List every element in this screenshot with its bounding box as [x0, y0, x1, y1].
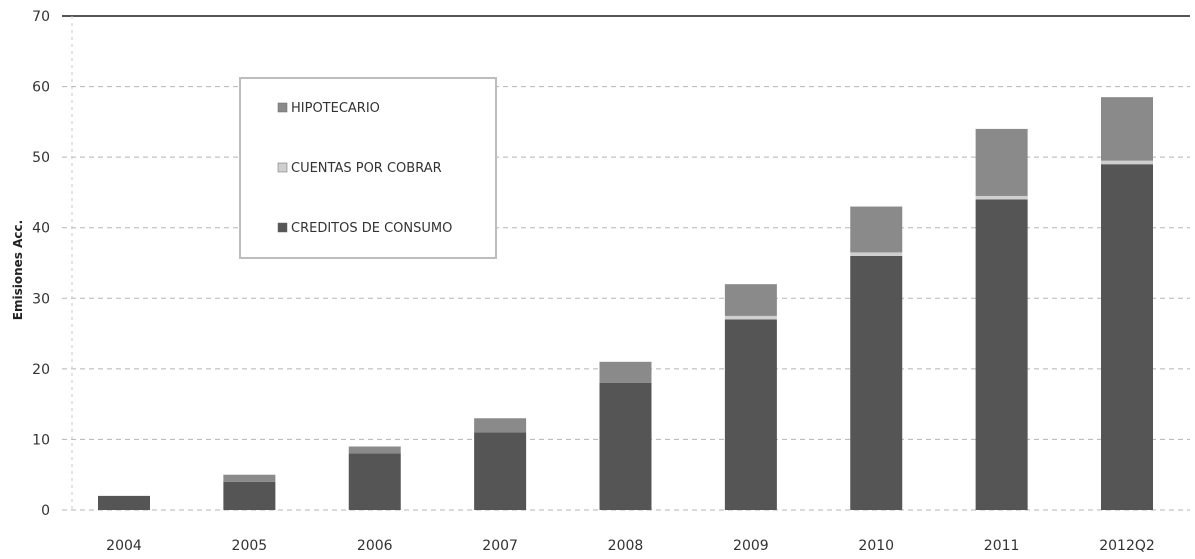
x-axis-ticks: 2004 2005 2006 2007 2008 2009 2010 2011 2012Q2: [106, 538, 1155, 554]
bar-segment-2012Q2-2: [1101, 97, 1153, 161]
legend: HIPOTECARIO CUENTAS POR COBRAR CREDITOS DE…: [239, 77, 497, 259]
bar-segment-2010-0: [850, 255, 903, 510]
y-tick-label: 70: [32, 9, 50, 25]
bar-segment-2005-2: [223, 474, 276, 482]
bar-segment-2007-2: [474, 418, 527, 433]
bar-segment-2011-0: [975, 199, 1028, 510]
bar-segment-2009-0: [724, 319, 777, 510]
bar-segment-2008-2: [599, 361, 652, 383]
bar-segment-2004-0: [98, 495, 150, 510]
bar-segment-2009-2: [724, 284, 777, 316]
bars: [98, 97, 1153, 510]
x-tick-label: 2006: [357, 538, 393, 554]
bar-segment-2010-2: [850, 206, 903, 253]
y-tick-label: 30: [32, 291, 50, 307]
x-tick-label: 2009: [733, 538, 769, 554]
y-axis-label: Emisiones Acc.: [11, 220, 25, 320]
bar-segment-2008-0: [599, 382, 652, 510]
y-tick-label: 20: [32, 362, 50, 378]
bar-segment-2010-1: [850, 252, 903, 256]
bar-segment-2011-1: [975, 195, 1028, 200]
legend-label: HIPOTECARIO: [291, 101, 380, 116]
bar-segment-2009-1: [724, 315, 777, 320]
y-axis-ticks: 0 10 20 30 40 50 60 70: [32, 9, 50, 519]
y-tick-label: 60: [32, 80, 50, 96]
y-tick-label: 40: [32, 221, 50, 237]
bar-segment-2007-0: [474, 432, 527, 510]
x-tick-label: 2007: [482, 538, 518, 554]
x-tick-label: 2011: [984, 538, 1020, 554]
x-tick-label: 2005: [232, 538, 268, 554]
x-tick-label: 2008: [608, 538, 644, 554]
y-tick-label: 0: [41, 503, 50, 519]
bar-segment-2012Q2-0: [1101, 164, 1153, 510]
bar-segment-2006-0: [348, 453, 401, 510]
legend-label: CUENTAS POR COBRAR: [291, 161, 442, 176]
y-tick-label: 10: [32, 432, 50, 448]
legend-swatch: [277, 162, 288, 173]
legend-label: CREDITOS DE CONSUMO: [291, 221, 452, 236]
bar-segment-2005-0: [223, 481, 276, 510]
x-tick-label: 2004: [106, 538, 142, 554]
bar-segment-2011-2: [975, 128, 1028, 196]
legend-swatch: [277, 102, 288, 113]
x-tick-label: 2012Q2: [1099, 538, 1155, 554]
y-tick-label: 50: [32, 150, 50, 166]
legend-swatch: [277, 222, 288, 233]
x-tick-label: 2010: [858, 538, 894, 554]
bar-segment-2006-2: [348, 446, 401, 454]
bar-segment-2012Q2-1: [1101, 160, 1153, 165]
